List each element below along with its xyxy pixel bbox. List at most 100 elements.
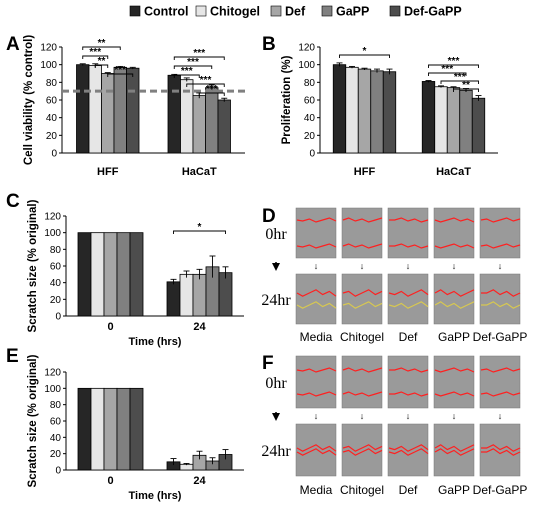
scratch-edge-line	[481, 448, 521, 456]
bar-chitogel-0	[90, 232, 105, 317]
bar-control-hacat	[421, 81, 436, 154]
panel-letter-d: D	[262, 206, 276, 227]
small-arrow-icon: ↓	[452, 261, 457, 271]
scratch-edge-line	[296, 301, 337, 309]
bar-def-24	[192, 273, 207, 317]
scratch-edge-line	[434, 444, 475, 452]
y-tick-label: 80	[50, 400, 62, 411]
scratch-edge-line	[481, 289, 521, 297]
x-category-label: HaCaT	[436, 166, 471, 178]
x-category-label: HaCaT	[182, 166, 217, 178]
y-tick-label: 40	[304, 113, 316, 124]
y-tick-label: 40	[50, 278, 62, 289]
micrograph-media-24hr	[295, 423, 337, 477]
micrograph-media-0hr	[295, 207, 337, 259]
bar-chitogel-24	[179, 463, 194, 471]
y-axis-label: Proliferation (%)	[281, 55, 293, 144]
bar-control-0	[77, 232, 92, 317]
scratch-edge-line	[296, 367, 337, 373]
significance-label: **	[462, 80, 470, 91]
small-arrow-icon: ↓	[314, 411, 319, 421]
micrograph-def-24hr	[387, 273, 429, 325]
x-axis-label: Time (hrs)	[129, 490, 182, 502]
micrograph-media-24hr	[295, 273, 337, 325]
scratch-edge-line	[388, 444, 429, 452]
micrograph-def-gapp-0hr	[479, 355, 521, 409]
scratch-edge-line	[481, 301, 521, 309]
scratch-edge-line	[296, 289, 337, 297]
bar-chitogel-0	[90, 387, 105, 471]
scratch-edge-line	[342, 217, 383, 223]
x-category-label: HFF	[354, 166, 376, 178]
small-arrow-icon: ↓	[360, 411, 365, 421]
small-arrow-icon: ↓	[406, 261, 411, 271]
small-arrow-icon: ↓	[360, 411, 365, 421]
column-label-gapp: GaPP	[438, 330, 470, 344]
significance-label: **	[98, 56, 106, 67]
bar-def-gapp-24	[218, 272, 233, 317]
column-label-def-gapp: Def-GaPP	[473, 330, 528, 344]
scratch-edge-line	[434, 289, 475, 297]
micrograph-grid-f: 0hr↓ ↓ ↓ ↓ ↓24hr↓ ↓ ↓ ↓ ↓Media Chitogel Def GaPP Def…	[261, 355, 528, 497]
significance-bracket	[94, 64, 109, 68]
y-tick-label: 40	[50, 433, 62, 444]
bar-gapp-hff	[113, 66, 127, 154]
bar-def-hacat	[446, 87, 461, 154]
scratch-edge-line	[434, 367, 475, 373]
chart-a-cell-viability: 0 20 40 60 80 100 120 Cell viability (% control…	[23, 35, 249, 178]
y-axis-label: Scratch size (% original)	[27, 354, 39, 487]
micrograph-gapp-24hr	[433, 273, 475, 325]
significance-label: ***	[454, 72, 466, 83]
legend-swatch-def-gapp	[389, 5, 401, 17]
bar-gapp-hacat	[459, 89, 473, 154]
significance-label: ***	[114, 65, 126, 76]
significance-bracket	[440, 80, 479, 84]
chart-b-proliferation: 0 20 40 60 80 100 120 Proliferation (%) HFF HaCaT…	[281, 43, 498, 178]
down-arrow-head-icon	[272, 263, 280, 271]
scratch-edge-line	[342, 367, 383, 373]
bar-control-hacat	[167, 74, 181, 154]
bar-def-gapp-hacat	[217, 99, 231, 154]
bar-def-0	[103, 232, 118, 317]
micrograph-def-0hr	[387, 355, 429, 409]
legend-swatch-chitogel	[195, 5, 207, 17]
column-label-media: Media	[300, 330, 333, 344]
column-label-chitogel: Chitogel	[340, 483, 384, 497]
scratch-edge-line	[342, 448, 383, 456]
row-label-0hr: 0hr	[265, 226, 287, 243]
scratch-edge-line	[389, 367, 429, 373]
significance-label: *	[363, 46, 367, 57]
x-category-label: 24	[193, 475, 206, 487]
scratch-edge-line	[342, 289, 383, 297]
scratch-edge-line	[480, 243, 521, 249]
legend-label-control: Control	[144, 5, 188, 19]
bar-def-0	[103, 387, 118, 471]
bar-control-hff	[332, 64, 347, 154]
x-category-label: 0	[107, 475, 113, 487]
legend-label-gapp: GaPP	[336, 5, 369, 19]
micrograph-grid-d: 0hr↓ ↓ ↓ ↓ ↓24hr↓ ↓ ↓ ↓ ↓Media Chitogel Def GaPP Def…	[261, 207, 528, 344]
y-tick-label: 0	[55, 312, 61, 323]
bar-def-hff	[101, 73, 115, 154]
chart-e-scratch-size: 0 20 40 60 80 100 120 Scratch size (% original)…	[27, 354, 244, 502]
scratch-edge-line	[296, 448, 337, 456]
panel-letter-e: E	[6, 346, 19, 367]
micrograph-gapp-0hr	[433, 355, 475, 409]
scratch-edge-line	[434, 217, 475, 223]
significance-bracket	[173, 56, 225, 60]
row-label-0hr: 0hr	[265, 375, 287, 392]
y-tick-label: 80	[46, 78, 58, 89]
bar-chitogel-hacat	[434, 86, 448, 154]
column-label-def-gapp: Def-GaPP	[473, 483, 528, 497]
row-label-24hr: 24hr	[261, 292, 291, 309]
y-tick-label: 60	[304, 96, 316, 107]
bar-chitogel-hff	[88, 65, 102, 154]
micrograph-gapp-0hr	[433, 207, 475, 259]
column-label-def: Def	[399, 330, 418, 344]
significance-label: ***	[200, 75, 212, 86]
legend-swatch-def	[270, 5, 282, 17]
micrograph-media-0hr	[295, 355, 337, 409]
bar-gapp-0	[116, 387, 131, 471]
significance-bracket	[173, 74, 200, 78]
small-arrow-icon: ↓	[314, 261, 319, 271]
